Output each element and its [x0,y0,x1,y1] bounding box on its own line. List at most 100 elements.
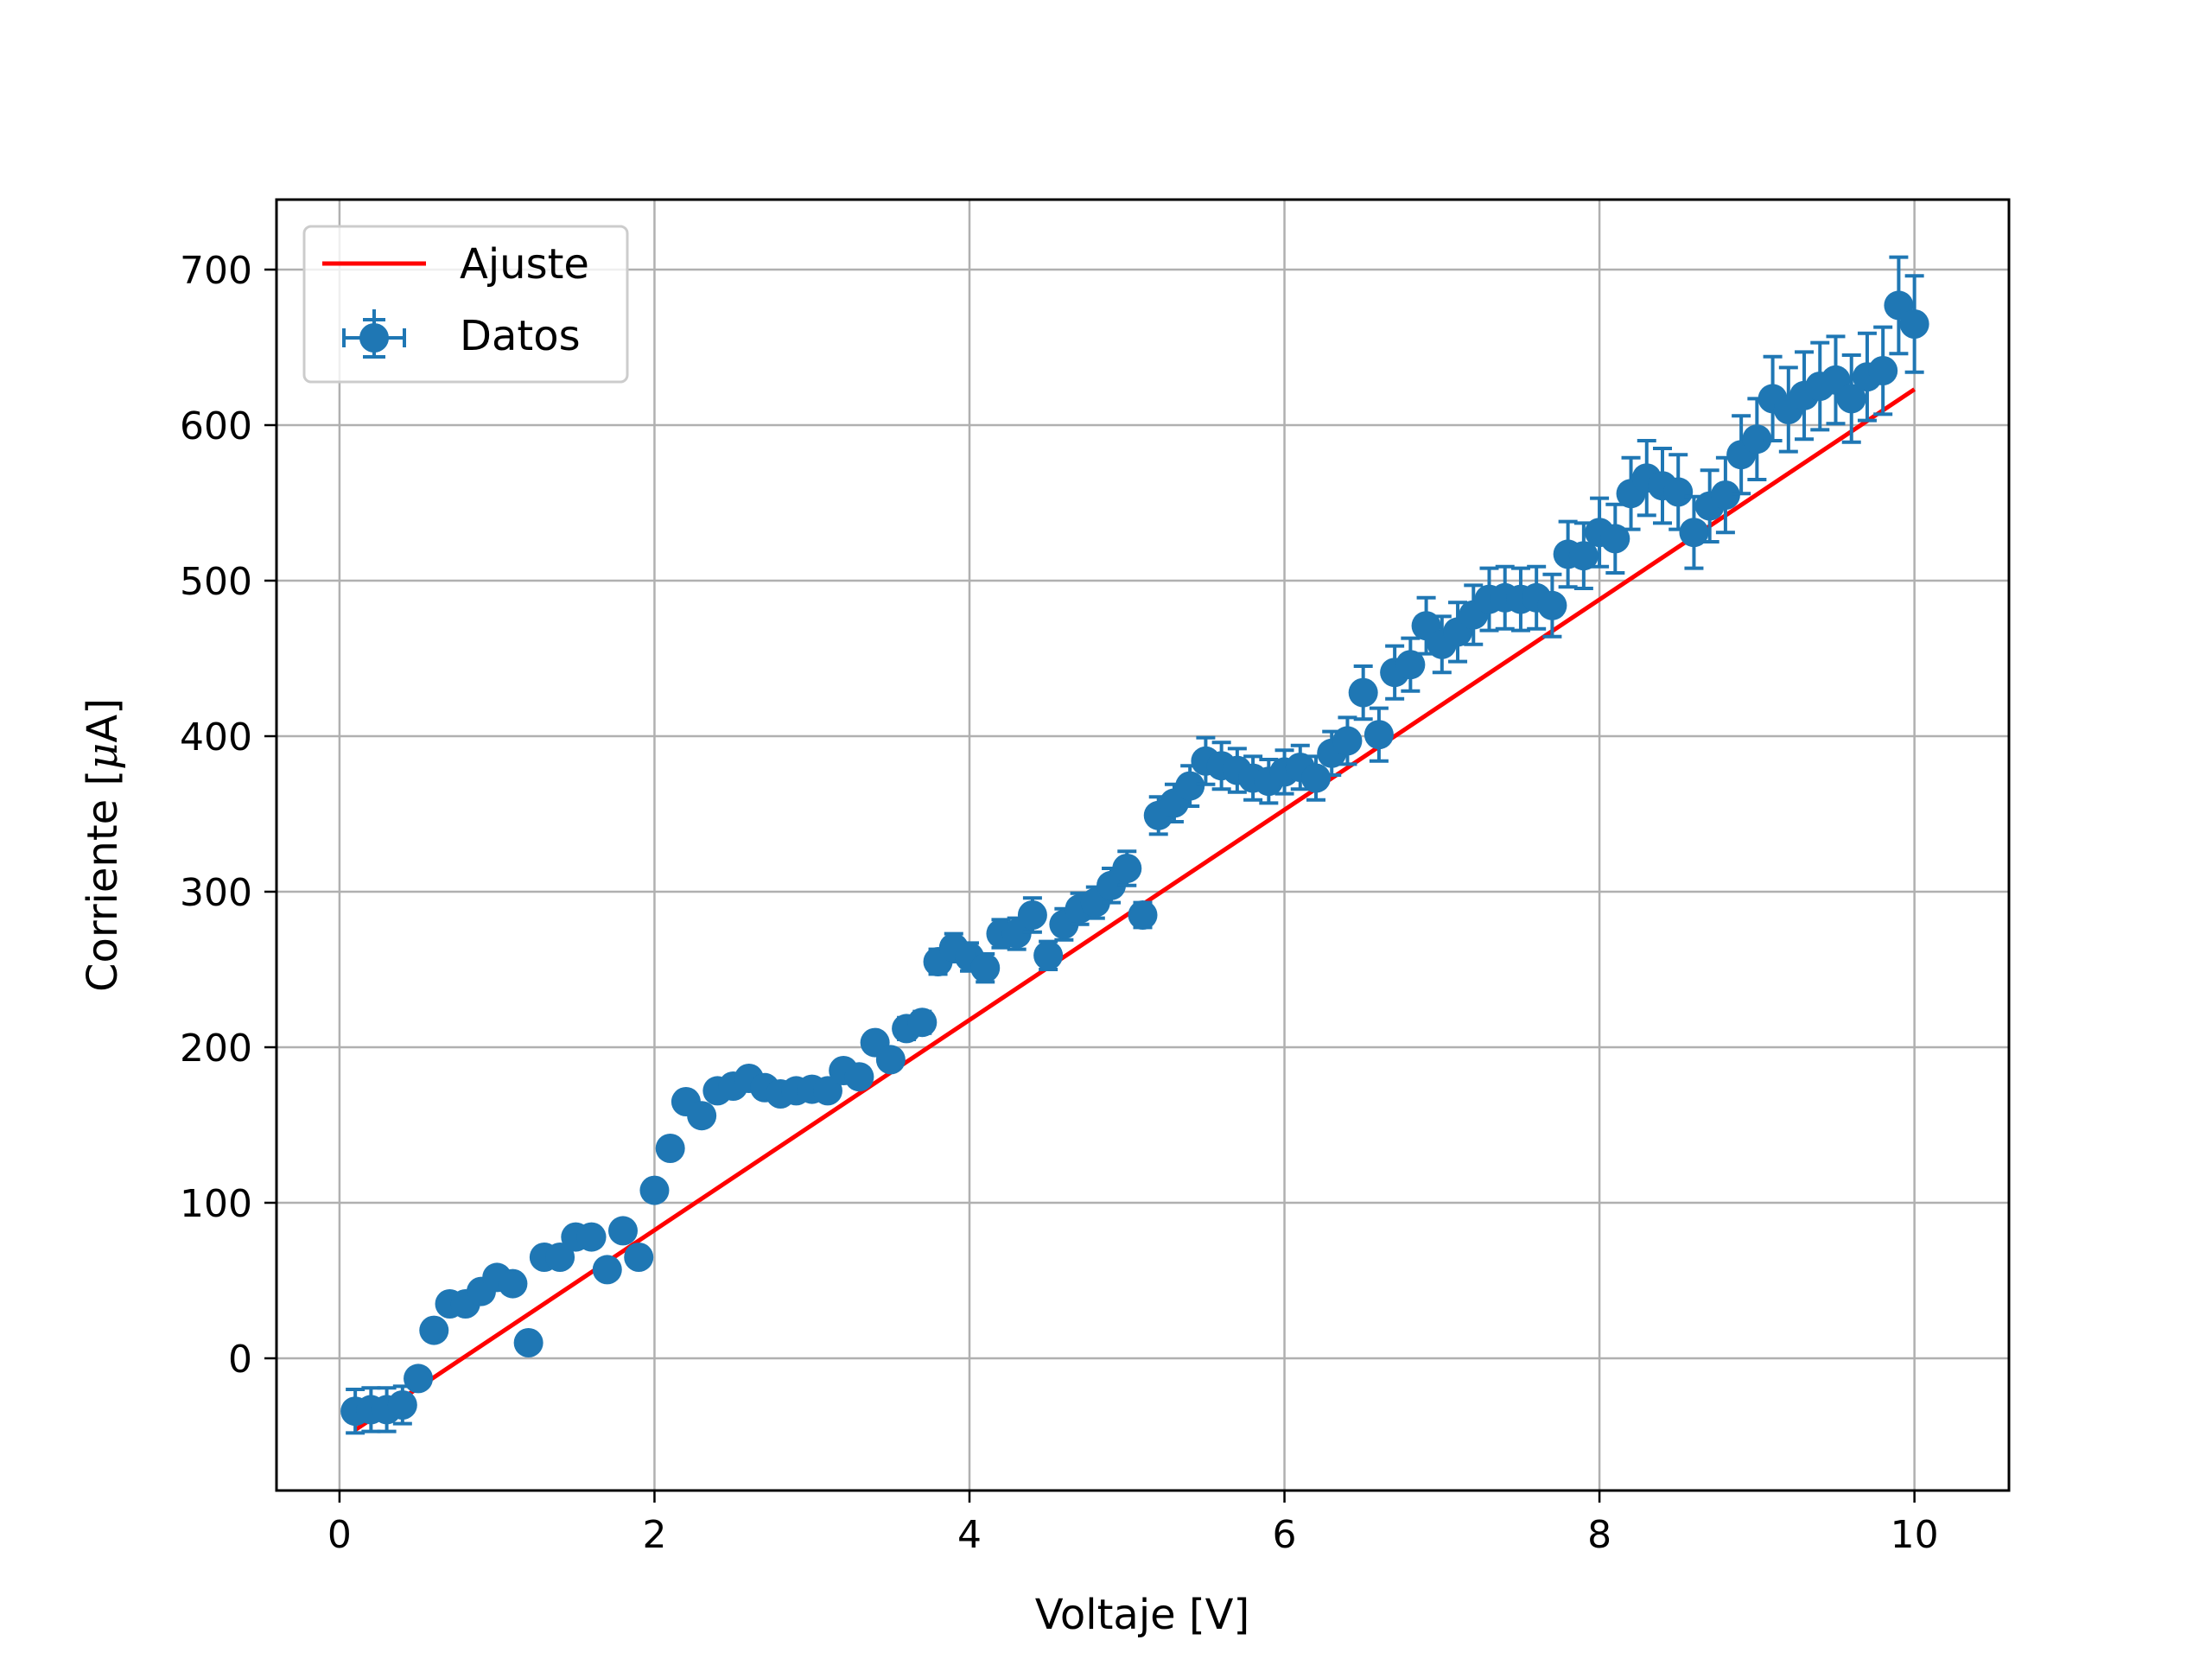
data-marker [1663,477,1694,507]
data-point [1537,572,1567,639]
data-point [1899,274,1929,374]
x-axis-label: Voltaje [V] [1035,1591,1249,1639]
data-marker [1836,384,1866,414]
data-point [812,1076,842,1106]
data-marker [1017,900,1047,930]
data-point [545,1243,575,1272]
data-marker [576,1222,607,1252]
data-marker [1568,541,1599,571]
data-point [687,1101,717,1131]
data-marker [639,1175,670,1205]
data-point [1663,453,1694,531]
data-marker [1128,900,1158,930]
data-marker [1175,771,1205,801]
data-point [1112,849,1142,887]
tick-marks [264,268,1916,1503]
data-point [576,1222,607,1252]
data-marker [1899,309,1929,339]
y-tick-label: 200 [180,1027,252,1071]
data-marker [419,1315,449,1345]
data-marker [624,1243,654,1272]
data-point [592,1255,622,1285]
data-point [907,1007,938,1038]
y-tick-label: 600 [180,404,252,448]
data-marker [513,1328,543,1357]
data-point [404,1363,434,1394]
data-point [1679,494,1709,570]
data-point [1836,353,1866,444]
data-point [1395,636,1426,693]
data-marker [970,953,1001,983]
x-tick-label: 10 [1891,1513,1939,1557]
data-marker [1537,590,1567,620]
data-marker [404,1363,434,1394]
x-tick-label: 0 [327,1513,352,1557]
data-point [1505,566,1535,632]
x-tick-label: 4 [957,1513,982,1557]
x-tick-label: 6 [1273,1513,1297,1557]
data-marker [1742,424,1772,454]
data-point [1868,325,1898,416]
x-tick-label: 2 [642,1513,666,1557]
y-tick-label: 300 [180,871,252,915]
y-tick-label: 100 [180,1182,252,1226]
data-point [1742,397,1772,481]
data-marker [1710,480,1740,510]
data-marker [387,1390,417,1420]
data-marker [1332,726,1363,756]
data-point [498,1268,528,1299]
data-point [419,1315,449,1345]
legend: Ajuste Datos [302,225,629,384]
data-point [875,1045,906,1075]
data-marker [687,1101,717,1131]
data-marker [655,1134,685,1163]
data-marker [608,1216,638,1246]
data-marker [498,1268,528,1299]
data-points-layer [340,255,1929,1435]
y-tick-label: 500 [180,560,252,604]
y-tick-label: 400 [180,715,252,760]
data-point [1568,521,1599,590]
data-marker [592,1255,622,1285]
data-marker [1600,524,1630,554]
data-marker [1112,854,1142,883]
data-marker [1363,720,1394,750]
data-point [1348,664,1378,721]
y-axis-label: Corriente [μA] [79,698,127,992]
legend-label-fit: Ajuste [460,240,589,289]
legend-label-data: Datos [460,312,581,360]
data-marker [545,1243,575,1272]
data-point [608,1216,638,1246]
data-point [970,952,1001,984]
data-marker [1348,677,1378,708]
data-point [639,1175,670,1205]
data-point [1301,754,1331,802]
data-marker [1868,356,1898,385]
data-marker [1679,518,1709,548]
data-point [1758,354,1788,442]
y-tick-labels: 0 100 200 300 400 500 600 700 [180,249,252,1382]
y-tick-label: 700 [180,249,252,293]
data-marker [907,1007,938,1038]
data-marker [1301,763,1331,793]
data-marker [844,1062,874,1092]
data-point [1175,764,1205,808]
x-tick-label: 8 [1587,1513,1611,1557]
x-tick-labels: 0 2 4 6 8 10 [327,1513,1939,1557]
data-marker [875,1045,906,1075]
axes-frame [275,198,2011,1492]
data-point [1332,715,1363,766]
data-point [655,1134,685,1163]
data-point [1017,896,1047,934]
y-tick-label: 0 [228,1338,252,1382]
data-point [624,1243,654,1272]
data-point [1363,706,1394,763]
data-marker [1395,650,1426,680]
data-point [513,1328,543,1357]
data-point [1128,900,1158,930]
data-point [844,1062,874,1092]
data-point [387,1384,417,1426]
data-marker [1033,940,1064,970]
data-point [1773,365,1803,454]
